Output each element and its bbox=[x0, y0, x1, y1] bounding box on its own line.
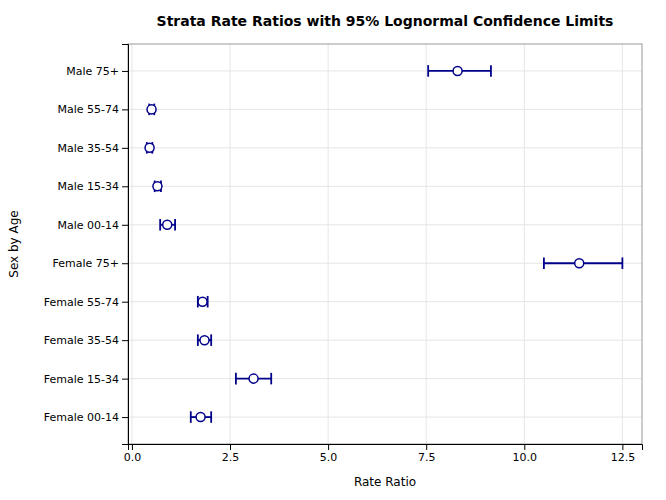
error-cap bbox=[427, 65, 429, 77]
grid-line bbox=[128, 186, 642, 187]
point bbox=[200, 336, 209, 345]
tick-mark bbox=[132, 444, 133, 450]
axis-line bbox=[122, 45, 129, 445]
tick: Female 00-14 bbox=[44, 411, 128, 424]
tick-mark bbox=[122, 148, 128, 149]
error-cap bbox=[210, 411, 212, 423]
plot-frame bbox=[128, 44, 642, 444]
point bbox=[198, 297, 207, 306]
grid bbox=[128, 44, 642, 444]
tick-label: Female 00-14 bbox=[44, 411, 119, 424]
grid-line bbox=[128, 224, 642, 225]
grid-line bbox=[524, 44, 525, 444]
error-cap bbox=[174, 219, 176, 231]
tick: 10.0 bbox=[513, 444, 538, 464]
tick-mark bbox=[230, 444, 231, 450]
tick-mark bbox=[426, 444, 427, 450]
tick: Female 35-54 bbox=[44, 334, 128, 347]
grid-line bbox=[128, 263, 642, 264]
tick-mark bbox=[524, 444, 525, 450]
tick: 5.0 bbox=[320, 444, 338, 464]
grid-line bbox=[128, 70, 642, 71]
tick: 2.5 bbox=[222, 444, 240, 464]
point bbox=[147, 105, 156, 114]
error-cap bbox=[235, 373, 237, 385]
grid-line bbox=[426, 44, 427, 444]
point bbox=[453, 66, 462, 75]
tick: 12.5 bbox=[611, 444, 636, 464]
error-cap bbox=[270, 373, 272, 385]
tick-mark bbox=[122, 302, 128, 303]
tick-label: Female 75+ bbox=[53, 257, 119, 270]
grid-line bbox=[622, 44, 623, 444]
error-cap bbox=[197, 334, 199, 346]
tick-label: 7.5 bbox=[418, 451, 436, 464]
tick-label: Male 75+ bbox=[66, 65, 119, 78]
tick: Male 55-74 bbox=[57, 103, 128, 116]
title: Strata Rate Ratios with 95% Lognormal Co… bbox=[157, 13, 614, 29]
point bbox=[145, 143, 154, 152]
error-cap bbox=[490, 65, 492, 77]
error-cap bbox=[190, 411, 192, 423]
error-cap bbox=[543, 257, 545, 269]
category-axis: Male 75+ Male 55-74 Male 35-54 Male 15-34 Ma… bbox=[44, 45, 129, 445]
tick: Female 75+ bbox=[53, 257, 128, 270]
point bbox=[153, 182, 162, 191]
tick: 0.0 bbox=[124, 444, 142, 464]
tick-label: Male 55-74 bbox=[57, 103, 119, 116]
tick-mark bbox=[122, 379, 128, 380]
tick-mark bbox=[122, 417, 128, 418]
tick-mark bbox=[122, 109, 128, 110]
point bbox=[575, 259, 584, 268]
tick-label: Female 55-74 bbox=[44, 296, 119, 309]
tick: Male 00-14 bbox=[57, 219, 128, 232]
tick-mark bbox=[122, 71, 128, 72]
error-cap bbox=[210, 334, 212, 346]
tick-mark bbox=[328, 444, 329, 450]
y-axis-title: Sex by Age bbox=[7, 210, 21, 277]
tick-label: 2.5 bbox=[222, 451, 240, 464]
chart: 0.02.55.07.510.012.5Male 75+Male 55-74Ma… bbox=[0, 0, 666, 500]
tick-mark bbox=[122, 340, 128, 341]
tick: Male 75+ bbox=[66, 65, 128, 78]
tick-mark bbox=[622, 444, 623, 450]
tick-mark bbox=[122, 186, 128, 187]
tick-mark bbox=[122, 263, 128, 264]
point bbox=[163, 220, 172, 229]
grid-line bbox=[328, 44, 329, 444]
tick-label: Female 15-34 bbox=[44, 373, 119, 386]
x-axis-title: Rate Ratio bbox=[354, 475, 416, 489]
grid-line bbox=[128, 147, 642, 148]
error-cap bbox=[621, 257, 623, 269]
value-axis: 0.0 2.5 5.0 7.5 10.0 12.5 bbox=[124, 444, 643, 464]
point bbox=[249, 374, 258, 383]
grid-line bbox=[128, 109, 642, 110]
plot: 0.02.55.07.510.012.5Male 75+Male 55-74Ma… bbox=[44, 44, 643, 464]
tick-label: 10.0 bbox=[513, 451, 538, 464]
tick-label: 0.0 bbox=[124, 451, 142, 464]
tick-label: Male 15-34 bbox=[57, 180, 119, 193]
tick-label: 12.5 bbox=[611, 451, 636, 464]
grid-line bbox=[230, 44, 231, 444]
tick-label: Female 35-54 bbox=[44, 334, 119, 347]
grid-line bbox=[131, 44, 132, 444]
tick: Female 55-74 bbox=[44, 296, 128, 309]
tick-label: Male 00-14 bbox=[57, 219, 119, 232]
grid-line bbox=[128, 378, 642, 379]
tick-label: 5.0 bbox=[320, 451, 338, 464]
axis-line bbox=[129, 445, 643, 451]
marks bbox=[145, 65, 622, 423]
tick: 7.5 bbox=[418, 444, 436, 464]
tick: Male 35-54 bbox=[57, 142, 128, 155]
point bbox=[196, 413, 205, 422]
tick: Female 15-34 bbox=[44, 373, 128, 386]
tick: Male 15-34 bbox=[57, 180, 128, 193]
tick-label: Male 35-54 bbox=[57, 142, 119, 155]
tick-mark bbox=[122, 225, 128, 226]
error-cap bbox=[159, 219, 161, 231]
